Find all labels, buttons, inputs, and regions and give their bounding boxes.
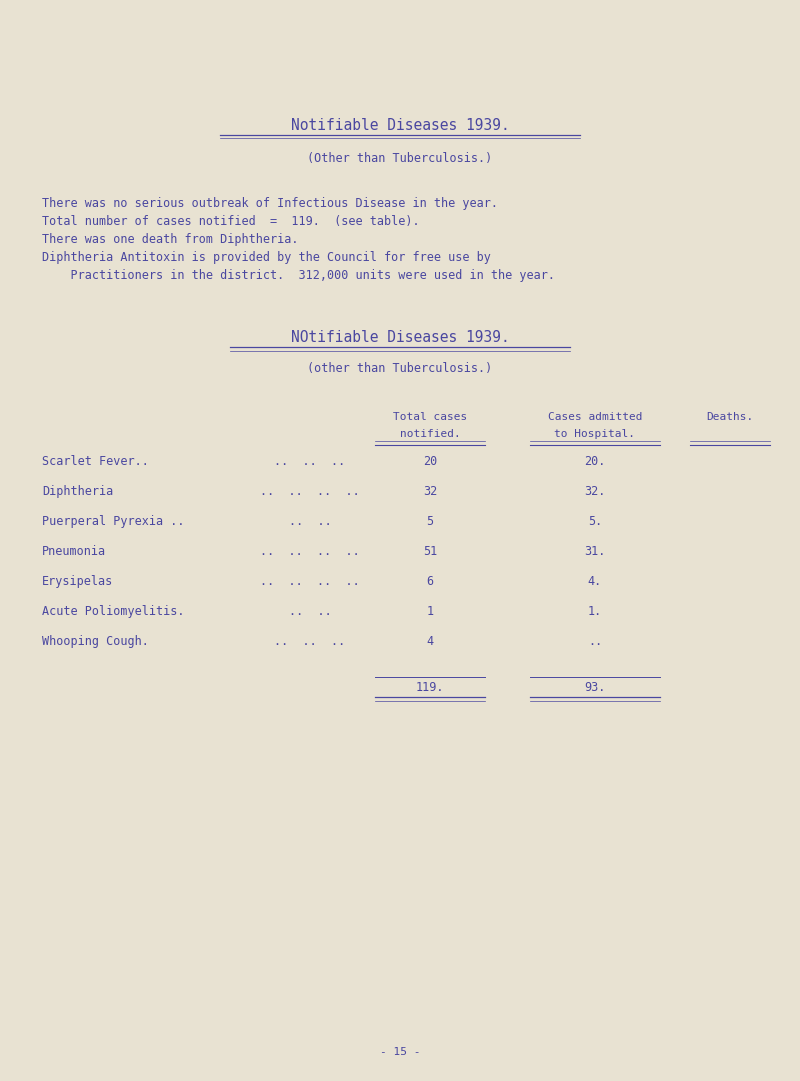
Text: There was one death from Diphtheria.: There was one death from Diphtheria. xyxy=(42,233,298,246)
Text: ..  ..  ..  ..: .. .. .. .. xyxy=(260,545,360,558)
Text: 4: 4 xyxy=(426,635,434,648)
Text: ..  ..  ..: .. .. .. xyxy=(274,455,346,468)
Text: (Other than Tuberculosis.): (Other than Tuberculosis.) xyxy=(307,152,493,165)
Text: ..  ..  ..  ..: .. .. .. .. xyxy=(260,485,360,498)
Text: Pneumonia: Pneumonia xyxy=(42,545,106,558)
Text: ..  ..  ..  ..: .. .. .. .. xyxy=(260,575,360,588)
Text: 20.: 20. xyxy=(584,455,606,468)
Text: Practitioners in the district.  312,000 units were used in the year.: Practitioners in the district. 312,000 u… xyxy=(42,269,555,282)
Text: ..  ..: .. .. xyxy=(289,515,331,528)
Text: ..  ..  ..: .. .. .. xyxy=(274,635,346,648)
Text: Acute Poliomyelitis.: Acute Poliomyelitis. xyxy=(42,605,185,618)
Text: 31.: 31. xyxy=(584,545,606,558)
Text: - 15 -: - 15 - xyxy=(380,1047,420,1057)
Text: Total number of cases notified  =  119.  (see table).: Total number of cases notified = 119. (s… xyxy=(42,215,420,228)
Text: (other than Tuberculosis.): (other than Tuberculosis.) xyxy=(307,362,493,375)
Text: 51: 51 xyxy=(423,545,437,558)
Text: Total cases: Total cases xyxy=(393,412,467,422)
Text: Scarlet Fever..: Scarlet Fever.. xyxy=(42,455,149,468)
Text: ..  ..: .. .. xyxy=(289,605,331,618)
Text: 119.: 119. xyxy=(416,681,444,694)
Text: Whooping Cough.: Whooping Cough. xyxy=(42,635,149,648)
Text: Puerperal Pyrexia ..: Puerperal Pyrexia .. xyxy=(42,515,185,528)
Text: There was no serious outbreak of Infectious Disease in the year.: There was no serious outbreak of Infecti… xyxy=(42,197,498,210)
Text: 32.: 32. xyxy=(584,485,606,498)
Text: 4.: 4. xyxy=(588,575,602,588)
Text: Diphtheria: Diphtheria xyxy=(42,485,114,498)
Text: 20: 20 xyxy=(423,455,437,468)
Text: 32: 32 xyxy=(423,485,437,498)
Text: 1.: 1. xyxy=(588,605,602,618)
Text: Notifiable Diseases 1939.: Notifiable Diseases 1939. xyxy=(290,118,510,133)
Text: 6: 6 xyxy=(426,575,434,588)
Text: Cases admitted: Cases admitted xyxy=(548,412,642,422)
Text: 5: 5 xyxy=(426,515,434,528)
Text: ..: .. xyxy=(588,635,602,648)
Text: Deaths.: Deaths. xyxy=(706,412,754,422)
Text: 1: 1 xyxy=(426,605,434,618)
Text: Erysipelas: Erysipelas xyxy=(42,575,114,588)
Text: notified.: notified. xyxy=(400,429,460,439)
Text: NOtifiable Diseases 1939.: NOtifiable Diseases 1939. xyxy=(290,330,510,345)
Text: to Hospital.: to Hospital. xyxy=(554,429,635,439)
Text: 93.: 93. xyxy=(584,681,606,694)
Text: Diphtheria Antitoxin is provided by the Council for free use by: Diphtheria Antitoxin is provided by the … xyxy=(42,251,491,264)
Text: 5.: 5. xyxy=(588,515,602,528)
